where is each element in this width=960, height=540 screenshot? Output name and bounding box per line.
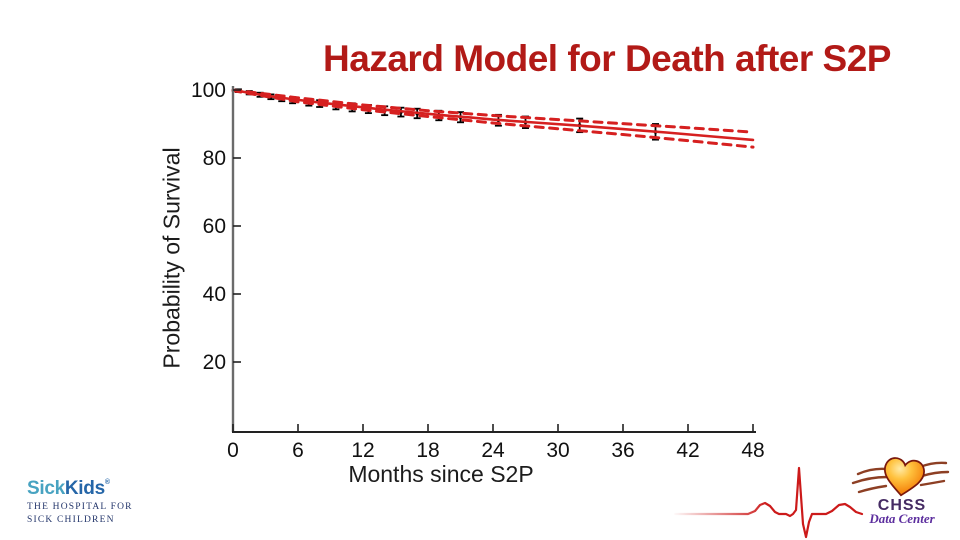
- sickkids-logo: SickKids® THE HOSPITAL FOR SICK CHILDREN: [27, 479, 133, 526]
- y-tick-label: 60: [203, 215, 226, 238]
- upper-confidence-band: [231, 88, 755, 134]
- x-tick-label: 48: [741, 439, 764, 462]
- x-tick-label: 12: [351, 439, 374, 462]
- chss-heart-logo-art: [851, 457, 950, 497]
- model-curves-layer: [231, 88, 755, 149]
- y-tick-label: 40: [203, 283, 226, 306]
- x-axis-label: Months since S2P: [348, 461, 534, 487]
- x-tick-label: 24: [481, 439, 505, 462]
- sickkids-tagline-line1: THE HOSPITAL FOR: [27, 502, 133, 512]
- chss-logo-subtitle: Data Center: [869, 511, 935, 526]
- y-tick-label: 80: [203, 147, 226, 170]
- sickkids-word-kids: Kids: [64, 478, 105, 499]
- x-tick-label: 30: [546, 439, 569, 462]
- heart-icon: [883, 457, 925, 497]
- sickkids-word-sick: Sick: [27, 478, 65, 499]
- tick-labels-layer: 20 40 60 80 100 0 6 12 18 24 30 36 42 48: [191, 79, 765, 462]
- hazard-model-curve: [231, 88, 755, 142]
- y-tick-label: 100: [191, 79, 226, 102]
- axes-layer: [231, 86, 756, 433]
- lower-confidence-band: [231, 89, 755, 149]
- ekg-heartbeat-icon: [673, 466, 864, 539]
- x-tick-label: 0: [227, 439, 239, 462]
- registered-trademark-icon: ®: [104, 479, 110, 486]
- x-tick-label: 6: [292, 439, 304, 462]
- sickkids-tagline-line2: SICK CHILDREN: [27, 515, 115, 525]
- x-tick-label: 42: [676, 439, 699, 462]
- y-tick-label: 20: [203, 351, 226, 374]
- x-tick-label: 36: [611, 439, 634, 462]
- x-tick-label: 18: [416, 439, 439, 462]
- sickkids-wordmark: SickKids®: [27, 479, 133, 498]
- flame-swoosh-icon: [851, 461, 950, 494]
- chss-logo-name: CHSS: [877, 497, 927, 514]
- slide-title: Hazard Model for Death after S2P: [323, 37, 891, 79]
